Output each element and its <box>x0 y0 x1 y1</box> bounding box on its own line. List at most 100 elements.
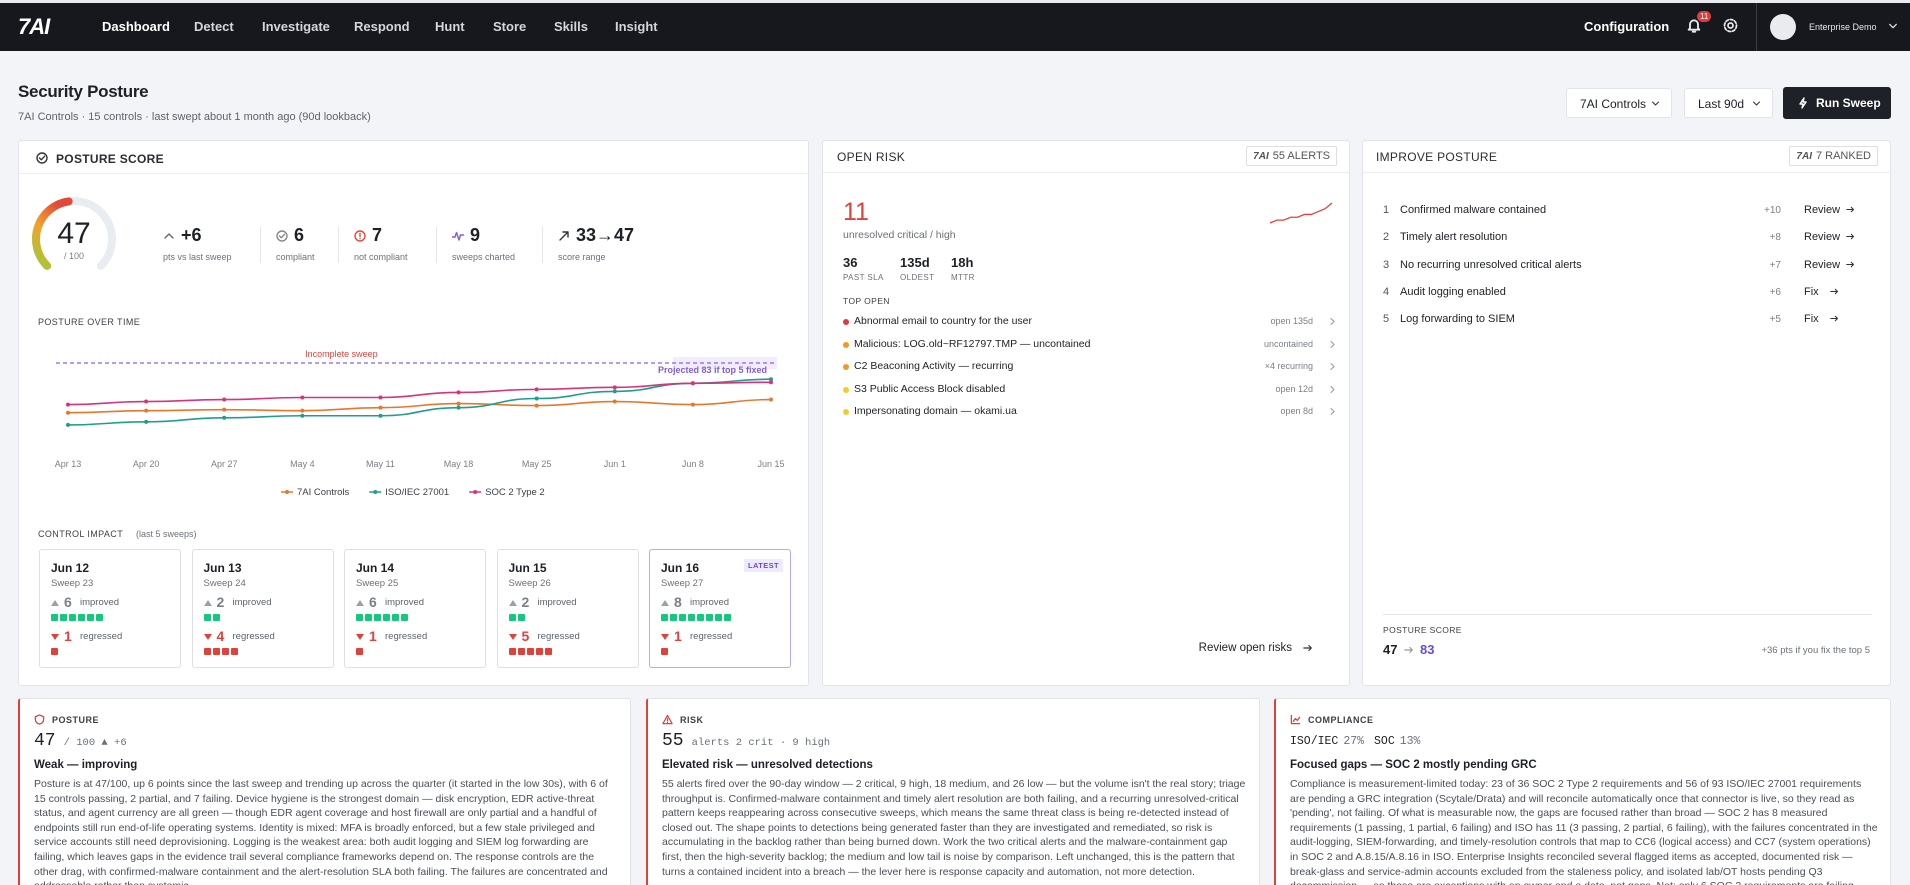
square <box>724 614 731 621</box>
metric-name: ISO/IEC <box>1290 735 1339 748</box>
critical-count: 11 <box>843 198 869 226</box>
nav-item[interactable]: Store <box>493 19 527 34</box>
square <box>383 614 390 621</box>
point <box>690 381 695 386</box>
risk-item[interactable]: C2 Beaconing Activity — recurring <box>854 360 1014 372</box>
footer-note: +36 pts if you fix the top 5 <box>1761 645 1870 656</box>
action[interactable]: Review <box>1804 231 1841 244</box>
action[interactable]: Fix <box>1804 285 1819 298</box>
alert-icon <box>354 230 366 242</box>
x-tick-label: Apr 20 <box>133 459 160 469</box>
risk-item[interactable]: Impersonating domain — okami.ua <box>854 405 1017 417</box>
nav-item[interactable]: Skills <box>554 19 588 34</box>
stat-divider <box>436 227 437 263</box>
icon-stroke <box>1830 288 1839 295</box>
stat-value: +6 <box>181 225 202 245</box>
count: 2 <box>521 594 530 610</box>
nav-item[interactable]: Respond <box>354 19 410 34</box>
stat-label: compliant <box>276 252 315 262</box>
run-sweep-button[interactable]: Run Sweep <box>1783 87 1891 119</box>
sweep-date: Jun 14 <box>356 561 395 575</box>
risk-item[interactable]: Abnormal email to country for the user <box>854 315 1032 327</box>
count-label: regressed <box>690 631 733 642</box>
action[interactable]: Fix <box>1804 313 1819 326</box>
legend-label: ISO/IEC 27001 <box>385 487 449 498</box>
card-title: OPEN RISK <box>837 150 906 164</box>
stat-value: 6 <box>294 225 305 245</box>
nav-item[interactable]: Insight <box>615 19 658 34</box>
count-label: improved <box>80 597 120 608</box>
square <box>715 614 722 621</box>
annotation: Projected 83 if top 5 fixed <box>658 365 767 375</box>
square <box>544 648 552 655</box>
avatar[interactable] <box>1770 14 1796 40</box>
nav-item[interactable]: Hunt <box>435 19 465 34</box>
up-triangle <box>661 600 669 606</box>
point <box>144 399 149 404</box>
icon-stroke <box>276 230 288 242</box>
metric-row: 47 / 100 ▲ +6 <box>34 731 127 751</box>
point <box>534 387 539 392</box>
icon-stroke <box>451 231 465 241</box>
arrow-icon <box>1846 261 1855 267</box>
metric-name: SOC <box>1374 735 1395 748</box>
square <box>526 648 534 655</box>
point <box>690 402 695 407</box>
footer-line <box>1383 614 1872 615</box>
page-title: Security Posture <box>18 82 149 101</box>
score-to: 83 <box>1420 642 1435 657</box>
point <box>769 397 773 402</box>
risk-item[interactable]: S3 Public Access Block disabled <box>854 382 1006 395</box>
summary-title: COMPLIANCE <box>1308 715 1374 725</box>
sweep-card: Jun 14 Sweep 25 6 improved 1 regressed <box>344 549 486 668</box>
improve-item: Timely alert resolution <box>1400 231 1508 244</box>
sweep-name: Sweep 26 <box>508 578 551 589</box>
review-link[interactable]: Review open risks <box>1198 642 1292 654</box>
filter-dropdown[interactable]: 7AI Controls <box>1566 88 1672 118</box>
delta: +6 <box>1769 286 1781 298</box>
square <box>688 614 695 621</box>
card-badge: 7AI 7 RANKED <box>1789 146 1878 166</box>
point <box>378 395 383 400</box>
action[interactable]: Review <box>1804 204 1841 216</box>
annotation: Incomplete sweep <box>305 349 378 359</box>
icon-stroke <box>1330 340 1335 348</box>
square <box>508 648 516 655</box>
triangle <box>661 600 669 606</box>
triangle <box>508 634 517 640</box>
gear-icon <box>1723 18 1738 33</box>
badge-text: 55 ALERTS <box>1272 150 1330 162</box>
nav-item[interactable]: Investigate <box>262 19 330 34</box>
risk-stat-label: PAST SLA <box>843 273 884 282</box>
filter-dropdown[interactable]: Last 90d <box>1684 88 1773 118</box>
nav-item[interactable]: Dashboard <box>102 19 170 34</box>
point <box>222 415 227 420</box>
point <box>300 413 305 418</box>
sweep-name: Sweep 27 <box>661 578 704 589</box>
icon-stroke <box>1889 23 1897 29</box>
metric-value: 27% <box>1343 735 1365 748</box>
score-from: 47 <box>1383 642 1398 657</box>
risk-stat-value: 135d <box>900 255 930 270</box>
square <box>697 614 704 621</box>
risk-stat-value: 18h <box>951 255 974 270</box>
count: 5 <box>521 628 530 644</box>
arrow-icon <box>1830 288 1839 295</box>
square <box>508 614 516 621</box>
stat-divider <box>542 227 543 263</box>
score-value: 47 <box>57 217 90 250</box>
icon-stroke <box>1651 101 1660 106</box>
pulse-icon <box>451 231 465 241</box>
nav-item[interactable]: Detect <box>194 19 234 34</box>
count-label: regressed <box>80 631 123 642</box>
legend-dot <box>285 490 289 494</box>
down-triangle <box>203 634 212 640</box>
nav-configuration[interactable]: Configuration <box>1584 19 1670 34</box>
action[interactable]: Review <box>1804 258 1841 271</box>
point <box>534 396 539 401</box>
rank: 3 <box>1383 258 1390 271</box>
risk-item[interactable]: Malicious: LOG.old~RF12797.TMP — unconta… <box>854 337 1091 350</box>
section-note: (last 5 sweeps) <box>136 529 197 539</box>
legend-label: SOC 2 Type 2 <box>485 487 545 498</box>
